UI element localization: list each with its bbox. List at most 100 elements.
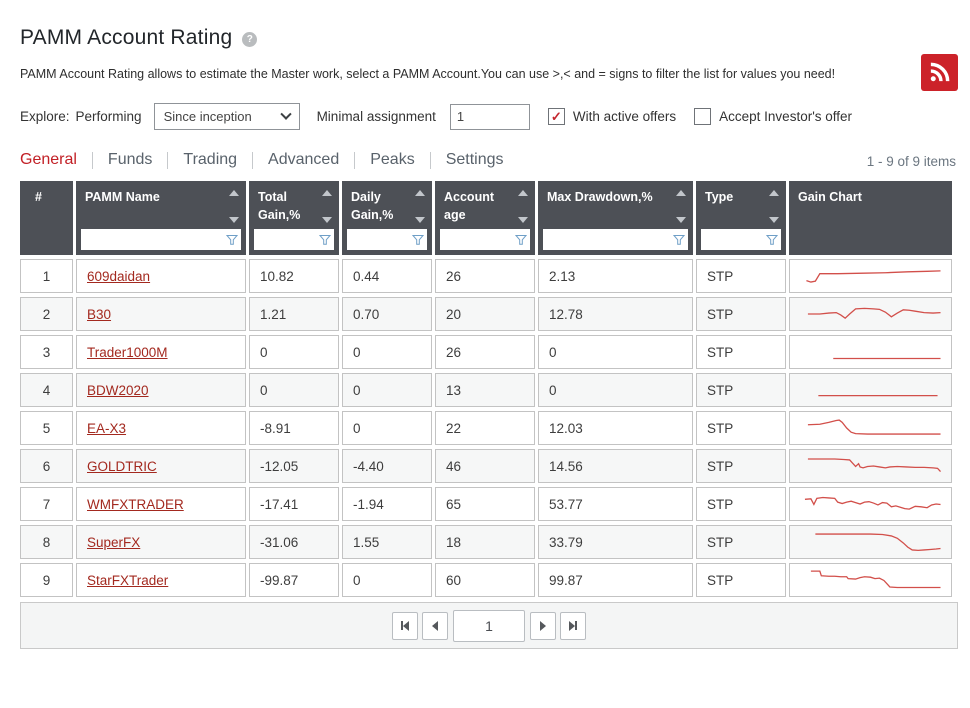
table-row: 4 BDW2020 0 0 13 0 STP (20, 373, 952, 407)
column-header-index: # (20, 181, 73, 255)
sort-arrows-icon[interactable] (415, 190, 425, 223)
filter-funnel-icon[interactable] (766, 234, 778, 245)
column-header-max-drawdown[interactable]: Max Drawdown,% (538, 181, 693, 255)
column-filter-input[interactable] (701, 231, 766, 248)
cell-type: STP (696, 563, 786, 597)
cell-account-age: 13 (435, 373, 535, 407)
column-filter-input[interactable] (81, 231, 226, 248)
cell-account-age: 20 (435, 297, 535, 331)
tab-advanced[interactable]: Advanced (268, 151, 340, 168)
table-row: 1 609daidan 10.82 0.44 26 2.13 STP (20, 259, 952, 293)
gain-sparkline (796, 452, 945, 480)
filter-funnel-icon[interactable] (673, 234, 685, 245)
cell-max-drawdown: 14.56 (538, 449, 693, 483)
tab-separator (354, 151, 356, 169)
column-label: Daily Gain,% (351, 190, 394, 223)
column-filter-input[interactable] (440, 231, 515, 248)
page-description: PAMM Account Rating allows to estimate t… (20, 67, 836, 81)
rss-icon[interactable] (921, 54, 958, 91)
cell-pamm-name: Trader1000M (76, 335, 246, 369)
rss-glyph (930, 62, 950, 82)
column-header-name[interactable]: PAMM Name (76, 181, 246, 255)
cell-type: STP (696, 259, 786, 293)
tab-settings[interactable]: Settings (445, 151, 504, 168)
cell-pamm-name: WMFXTRADER (76, 487, 246, 521)
sort-arrows-icon[interactable] (769, 190, 779, 223)
cell-daily-gain: 1.55 (342, 525, 432, 559)
sort-arrows-icon[interactable] (518, 190, 528, 223)
next-page-icon (540, 620, 546, 631)
rating-table: # PAMM Name Total Gain,% Daily Gain,% Accoun… (20, 177, 958, 649)
column-header-account-age[interactable]: Account age (435, 181, 535, 255)
sort-arrows-icon[interactable] (322, 190, 332, 223)
cell-account-age: 18 (435, 525, 535, 559)
gain-sparkline (796, 338, 945, 366)
checkbox-box-icon: ✓ (547, 108, 565, 125)
cell-gain-chart (789, 373, 952, 407)
cell-pamm-name: 609daidan (76, 259, 246, 293)
column-filter (81, 229, 241, 250)
pamm-name-link[interactable]: Trader1000M (87, 344, 168, 360)
sort-arrows-icon[interactable] (229, 190, 239, 223)
column-filter-input[interactable] (543, 231, 673, 248)
cell-index: 9 (20, 563, 73, 597)
filter-funnel-icon[interactable] (412, 234, 424, 245)
cell-gain-chart (789, 259, 952, 293)
cell-type: STP (696, 487, 786, 521)
help-icon[interactable]: ? (242, 32, 258, 47)
pagination-last-button[interactable] (560, 611, 586, 640)
pagination (390, 609, 588, 642)
column-header-type[interactable]: Type (696, 181, 786, 255)
column-label: PAMM Name (85, 190, 160, 204)
cell-account-age: 26 (435, 259, 535, 293)
tab-funds[interactable]: Funds (107, 151, 153, 168)
pagination-page-input[interactable] (453, 609, 525, 642)
pamm-name-link[interactable]: SuperFX (87, 534, 141, 550)
cell-pamm-name: B30 (76, 297, 246, 331)
tab-general[interactable]: General (20, 151, 77, 168)
column-header-daily-gain[interactable]: Daily Gain,% (342, 181, 432, 255)
pamm-name-link[interactable]: 609daidan (87, 268, 151, 284)
minimal-assignment-input[interactable] (449, 103, 530, 130)
cell-index: 8 (20, 525, 73, 559)
cell-account-age: 22 (435, 411, 535, 445)
table-row: 7 WMFXTRADER -17.41 -1.94 65 53.77 STP (20, 487, 952, 521)
column-filter (543, 229, 688, 250)
pagination-next-button[interactable] (530, 611, 556, 640)
filter-funnel-icon[interactable] (226, 234, 238, 245)
cell-index: 6 (20, 449, 73, 483)
sort-arrows-icon[interactable] (676, 190, 686, 223)
pamm-name-link[interactable]: StarFXTrader (87, 572, 169, 588)
with-active-offers-checkbox[interactable]: ✓ With active offers (547, 108, 676, 125)
cell-account-age: 65 (435, 487, 535, 521)
table-row: 8 SuperFX -31.06 1.55 18 33.79 STP (20, 525, 952, 559)
chevron-down-icon (279, 108, 292, 120)
filter-funnel-icon[interactable] (515, 234, 527, 245)
items-count: 1 - 9 of 9 items (866, 154, 956, 169)
filter-funnel-icon[interactable] (319, 234, 331, 245)
cell-daily-gain: -4.40 (342, 449, 432, 483)
pamm-name-link[interactable]: EA-X3 (87, 420, 127, 436)
pamm-name-link[interactable]: WMFXTRADER (87, 496, 184, 512)
period-select[interactable]: Since inception (153, 103, 300, 130)
column-filter-input[interactable] (347, 231, 412, 248)
column-label: Max Drawdown,% (547, 190, 653, 204)
cell-type: STP (696, 335, 786, 369)
cell-max-drawdown: 2.13 (538, 259, 693, 293)
cell-daily-gain: 0 (342, 411, 432, 445)
column-filter-input[interactable] (254, 231, 319, 248)
cell-total-gain: -8.91 (249, 411, 339, 445)
pamm-name-link[interactable]: GOLDTRIC (87, 458, 157, 474)
pagination-first-button[interactable] (392, 611, 418, 640)
cell-daily-gain: 0 (342, 373, 432, 407)
cell-daily-gain: 0.70 (342, 297, 432, 331)
accept-investors-offer-checkbox[interactable]: ✓ Accept Investor's offer (694, 108, 852, 125)
tab-trading[interactable]: Trading (183, 151, 238, 168)
pamm-name-link[interactable]: B30 (87, 306, 112, 322)
pamm-name-link[interactable]: BDW2020 (87, 382, 149, 398)
cell-max-drawdown: 12.78 (538, 297, 693, 331)
column-header-total-gain[interactable]: Total Gain,% (249, 181, 339, 255)
gain-sparkline (796, 376, 945, 404)
tab-peaks[interactable]: Peaks (370, 151, 415, 168)
pagination-prev-button[interactable] (422, 611, 448, 640)
